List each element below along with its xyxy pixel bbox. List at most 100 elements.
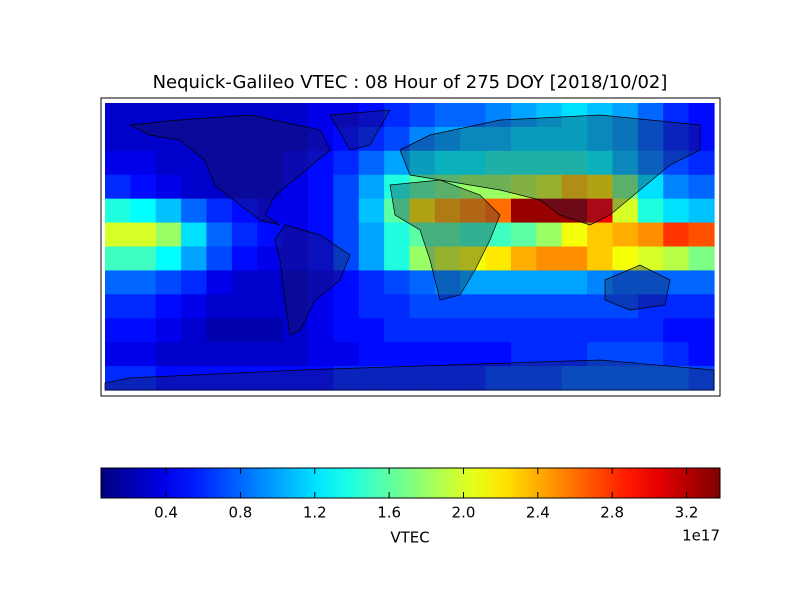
heatmap-cell <box>612 294 639 319</box>
heatmap-cell <box>460 150 487 176</box>
heatmap-cell <box>612 126 639 152</box>
heatmap-cell <box>257 318 284 343</box>
heatmap-cell <box>587 366 614 391</box>
heatmap-cell <box>282 318 309 343</box>
heatmap-cell <box>612 246 639 272</box>
heatmap-cell <box>409 103 436 128</box>
colorbar-tick-label: 1.2 <box>303 504 327 522</box>
heatmap-cell <box>308 174 334 200</box>
heatmap-cell <box>612 222 639 248</box>
heatmap-cell <box>282 198 309 224</box>
heatmap-cell <box>308 198 334 224</box>
heatmap-cell <box>384 103 411 128</box>
heatmap-cell <box>536 270 563 295</box>
heatmap-cell <box>409 246 436 272</box>
heatmap-cell <box>206 270 233 295</box>
heatmap-cell <box>257 342 284 367</box>
heatmap-cell <box>130 294 157 319</box>
heatmap-cell <box>434 366 461 391</box>
heatmap-cell <box>485 270 512 295</box>
colorbar-tick-label: 2.8 <box>600 504 624 522</box>
heatmap-cell <box>561 342 588 367</box>
heatmap-cell <box>257 174 284 200</box>
heatmap-cell <box>663 222 690 248</box>
heatmap-cell <box>155 294 182 319</box>
heatmap-cell <box>511 150 537 176</box>
heatmap-cell <box>663 318 690 343</box>
heatmap-cell <box>155 222 182 248</box>
heatmap-cell <box>536 246 563 272</box>
heatmap-cell <box>434 318 461 343</box>
heatmap-cell <box>485 294 512 319</box>
heatmap-cell <box>536 222 563 248</box>
heatmap-cell <box>612 198 639 224</box>
heatmap-cell <box>155 318 182 343</box>
heatmap-cell <box>282 126 309 152</box>
heatmap-cell <box>384 366 411 391</box>
heatmap-cell <box>663 150 690 176</box>
heatmap-cell <box>231 270 258 295</box>
heatmap-cell <box>587 318 614 343</box>
heatmap-cell <box>637 342 664 367</box>
heatmap-cell <box>308 150 334 176</box>
heatmap-cell <box>637 103 664 128</box>
heatmap-cell <box>181 318 208 343</box>
heatmap-cell <box>155 246 182 272</box>
heatmap-cell <box>231 222 258 248</box>
heatmap-cell <box>181 294 208 319</box>
heatmap-cell <box>511 270 537 295</box>
chart-title: Nequick-Galileo VTEC : 08 Hour of 275 DO… <box>153 72 668 93</box>
heatmap-cell <box>688 270 715 295</box>
heatmap-cell <box>181 222 208 248</box>
heatmap-cell <box>460 126 487 152</box>
heatmap-cell <box>308 342 334 367</box>
heatmap-cell <box>409 342 436 367</box>
heatmap-cell <box>409 294 436 319</box>
heatmap-cell <box>485 103 512 128</box>
heatmap-cell <box>688 150 715 176</box>
heatmap-cell <box>561 366 588 391</box>
heatmap-cell <box>130 270 157 295</box>
heatmap-cell <box>231 246 258 272</box>
heatmap-cell <box>485 318 512 343</box>
colorbar-tick-label: 2.0 <box>452 504 476 522</box>
heatmap-cell <box>511 174 537 200</box>
heatmap-cell <box>358 198 385 224</box>
heatmap-cell <box>130 174 157 200</box>
heatmap-cell <box>105 270 131 295</box>
heatmap-cell <box>384 294 411 319</box>
heatmap-cell <box>308 294 334 319</box>
heatmap-cell <box>384 150 411 176</box>
heatmap-cell <box>663 198 690 224</box>
heatmap-cell <box>536 198 563 224</box>
heatmap-cell <box>358 150 385 176</box>
heatmap-cell <box>181 150 208 176</box>
heatmap-cell <box>206 246 233 272</box>
heatmap-cell <box>612 366 639 391</box>
heatmap-cell <box>485 366 512 391</box>
heatmap-cell <box>384 174 411 200</box>
heatmap-cell <box>460 246 487 272</box>
heatmap-cell <box>333 174 360 200</box>
heatmap-cell <box>206 366 233 391</box>
heatmap-cell <box>105 294 131 319</box>
heatmap-cell <box>308 222 334 248</box>
heatmap-cell <box>257 366 284 391</box>
heatmap-cell <box>105 174 131 200</box>
heatmap-cell <box>181 174 208 200</box>
heatmap-cell <box>637 174 664 200</box>
heatmap-cell <box>587 270 614 295</box>
heatmap-cell <box>130 366 157 391</box>
heatmap-cell <box>257 150 284 176</box>
heatmap-cell <box>231 366 258 391</box>
heatmap-cell <box>333 222 360 248</box>
colorbar-tick-label: 2.4 <box>526 504 550 522</box>
heatmap-cell <box>105 318 131 343</box>
heatmap <box>105 103 715 391</box>
heatmap-cell <box>637 318 664 343</box>
heatmap-cell <box>155 126 182 152</box>
heatmap-cell <box>206 342 233 367</box>
heatmap-cell <box>308 270 334 295</box>
heatmap-cell <box>485 222 512 248</box>
heatmap-cell <box>231 126 258 152</box>
